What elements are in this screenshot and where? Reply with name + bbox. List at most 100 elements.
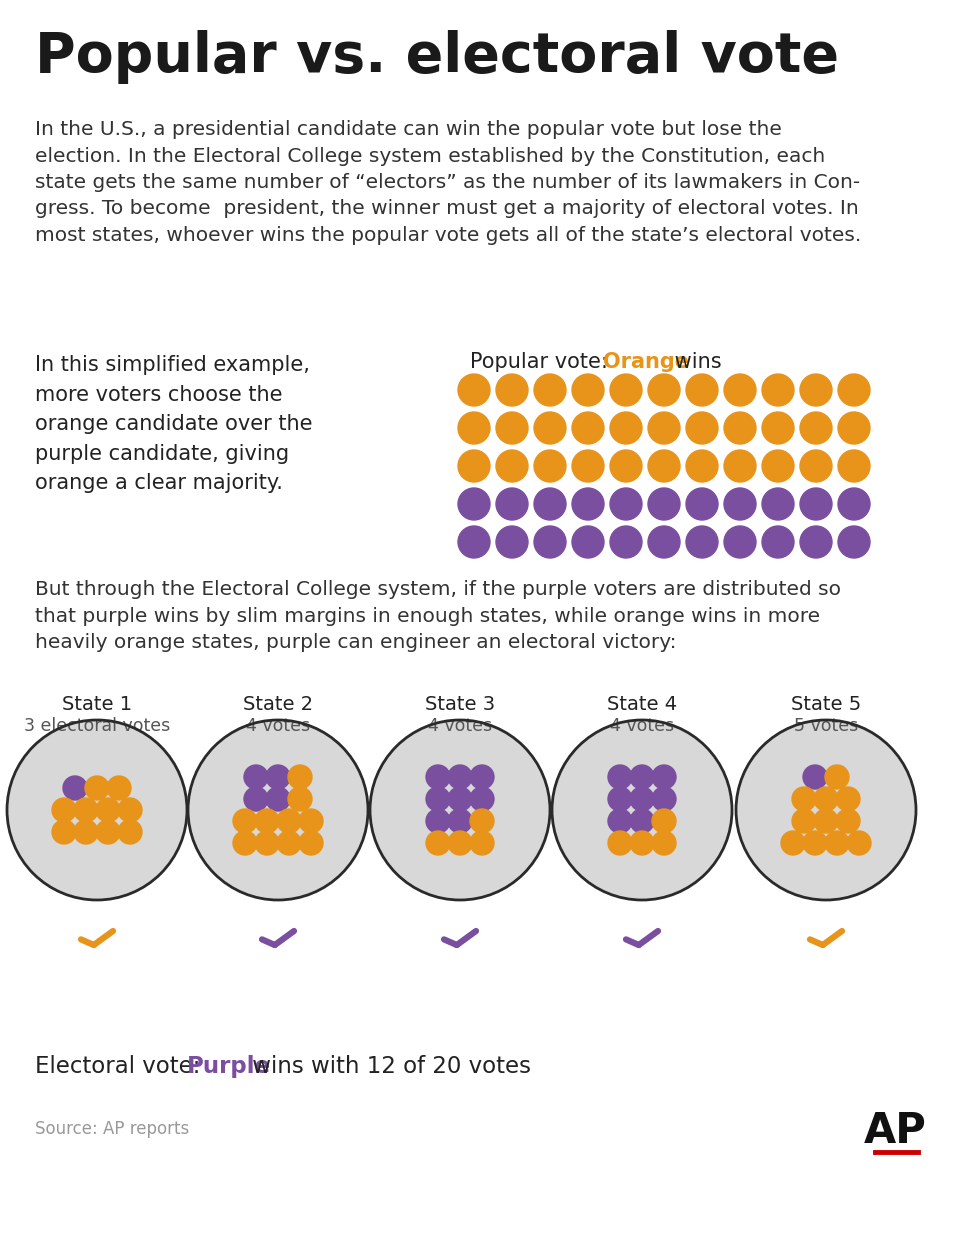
Circle shape [652,809,676,834]
Text: Orange: Orange [603,351,689,372]
Text: Popular vote:: Popular vote: [470,351,614,372]
Circle shape [610,374,642,406]
Circle shape [792,809,816,834]
Circle shape [448,764,472,789]
Circle shape [838,488,870,520]
Circle shape [496,526,528,559]
Circle shape [838,412,870,444]
Circle shape [552,720,732,900]
Circle shape [470,787,494,811]
Circle shape [244,764,268,789]
Text: In this simplified example,
more voters choose the
orange candidate over the
pur: In this simplified example, more voters … [35,355,313,493]
Circle shape [458,450,490,482]
Circle shape [825,831,849,854]
Text: State 1: State 1 [62,695,132,714]
Circle shape [686,450,718,482]
Circle shape [255,809,279,834]
Circle shape [233,831,257,854]
Circle shape [572,412,604,444]
Text: Popular vs. electoral vote: Popular vs. electoral vote [35,30,839,84]
Circle shape [470,809,494,834]
Circle shape [724,374,756,406]
Circle shape [572,450,604,482]
Circle shape [96,820,120,845]
Circle shape [299,831,323,854]
Circle shape [448,787,472,811]
Circle shape [496,450,528,482]
Circle shape [470,831,494,854]
Circle shape [652,764,676,789]
Circle shape [686,412,718,444]
Circle shape [630,831,654,854]
Circle shape [426,764,450,789]
Circle shape [496,374,528,406]
Circle shape [847,831,871,854]
Circle shape [608,809,632,834]
Circle shape [288,787,312,811]
Text: 5 votes: 5 votes [794,718,858,735]
Circle shape [288,764,312,789]
Circle shape [188,720,368,900]
Circle shape [277,809,301,834]
Circle shape [608,831,632,854]
Text: State 2: State 2 [243,695,313,714]
Circle shape [838,526,870,559]
Circle shape [800,450,832,482]
Circle shape [426,809,450,834]
Circle shape [74,820,98,845]
Circle shape [534,412,566,444]
Circle shape [792,787,816,811]
Circle shape [52,798,76,822]
Circle shape [836,787,860,811]
Circle shape [762,488,794,520]
Circle shape [496,412,528,444]
Text: wins with 12 of 20 votes: wins with 12 of 20 votes [245,1055,531,1078]
Circle shape [96,798,120,822]
Circle shape [814,787,838,811]
Circle shape [652,831,676,854]
Circle shape [255,831,279,854]
Circle shape [534,488,566,520]
Circle shape [118,798,142,822]
Circle shape [470,764,494,789]
Circle shape [458,488,490,520]
Text: Purple: Purple [187,1055,271,1078]
Circle shape [838,374,870,406]
Circle shape [370,720,550,900]
Text: 4 votes: 4 votes [246,718,310,735]
Circle shape [648,526,680,559]
Circle shape [781,831,805,854]
Text: 3 electoral votes: 3 electoral votes [24,718,170,735]
Circle shape [800,488,832,520]
Circle shape [686,374,718,406]
Text: Electoral vote:: Electoral vote: [35,1055,207,1078]
Circle shape [825,764,849,789]
Circle shape [836,809,860,834]
Circle shape [803,831,827,854]
Circle shape [608,764,632,789]
Circle shape [648,450,680,482]
Circle shape [736,720,916,900]
Circle shape [762,526,794,559]
Circle shape [448,809,472,834]
Circle shape [610,412,642,444]
Circle shape [724,526,756,559]
Circle shape [572,526,604,559]
Circle shape [630,787,654,811]
Circle shape [85,776,109,800]
Circle shape [803,764,827,789]
Text: 4 votes: 4 votes [610,718,674,735]
Circle shape [762,374,794,406]
Circle shape [426,831,450,854]
Text: State 3: State 3 [425,695,495,714]
Circle shape [648,374,680,406]
Circle shape [266,764,290,789]
Circle shape [299,809,323,834]
Circle shape [534,374,566,406]
Circle shape [458,526,490,559]
Circle shape [7,720,187,900]
Circle shape [762,450,794,482]
Circle shape [74,798,98,822]
Circle shape [610,450,642,482]
Circle shape [814,809,838,834]
